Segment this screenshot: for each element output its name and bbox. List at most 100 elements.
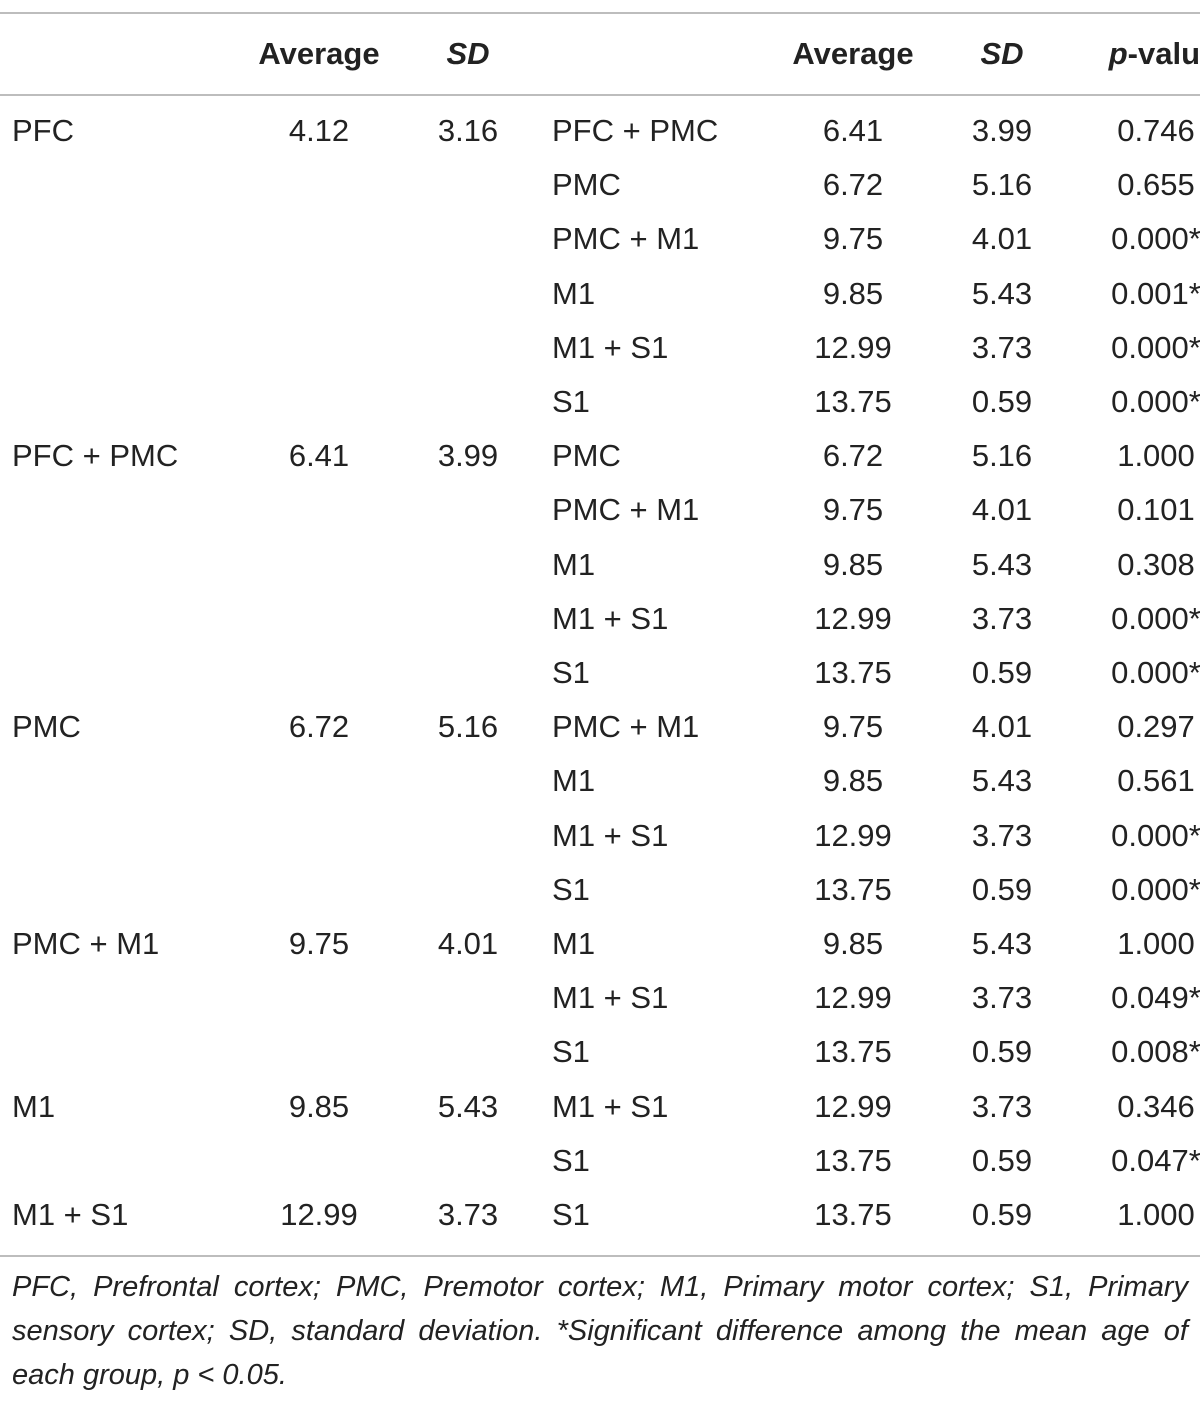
comparison-average-cell: 9.85: [822, 546, 884, 582]
p-value-cell: 0.047*: [1111, 1142, 1200, 1178]
p-value-cell: 0.000*: [1111, 655, 1200, 691]
comparison-region-cell: M1: [552, 763, 596, 799]
p-value-cell: 0.000*: [1111, 329, 1200, 365]
comparison-region-cell: M1: [552, 546, 596, 582]
comparison-sd-cell: 5.43: [971, 763, 1033, 799]
table-body: PFC 4.12 3.16 PFC + PMC 6.41 3.99 0.746 PMC 6.72…: [0, 104, 1200, 1242]
comparison-average-cell: 6.72: [822, 438, 884, 474]
average-cell: 9.75: [288, 926, 350, 962]
header-p-italic: p: [1108, 36, 1128, 71]
header-comparison-average: Average: [792, 36, 914, 71]
comparison-sd-cell: 5.16: [971, 167, 1033, 203]
p-value-cell: 1.000: [1117, 438, 1195, 474]
header-row: Average SD Average SD p-value: [0, 0, 1200, 94]
table-row: M1 9.85 5.43 0.561: [0, 754, 1200, 808]
comparison-region-cell: M1: [552, 926, 596, 962]
table-row: PFC + PMC 6.41 3.99 PMC 6.72 5.16 1.000: [0, 429, 1200, 483]
sd-cell: 3.73: [437, 1197, 499, 1233]
comparison-average-cell: 12.99: [814, 980, 892, 1016]
comparison-sd-cell: 4.01: [971, 492, 1033, 528]
header-comparison: [542, 0, 778, 94]
table-row: PMC 6.72 5.16 0.655: [0, 158, 1200, 212]
sd-cell: [394, 1025, 542, 1079]
p-value-cell: 0.000*: [1111, 817, 1200, 853]
table-row: M1 + S1 12.99 3.73 0.049*: [0, 971, 1200, 1025]
comparison-average-cell: 9.75: [822, 709, 884, 745]
p-value-cell: 0.308: [1117, 546, 1195, 582]
table-footnote: PFC, Prefrontal cortex; PMC, Premotor co…: [12, 1271, 1188, 1391]
comparison-sd-cell: 0.59: [971, 1142, 1033, 1178]
comparison-sd-cell: 3.73: [971, 980, 1033, 1016]
comparison-region-cell: M1: [552, 275, 596, 311]
sd-cell: 3.99: [437, 438, 499, 474]
comparison-average-cell: 12.99: [814, 329, 892, 365]
comparison-sd-cell: 4.01: [971, 709, 1033, 745]
header-spacer-cell: [0, 94, 1200, 104]
average-cell: [244, 754, 394, 808]
sd-cell: [394, 971, 542, 1025]
average-cell: [244, 809, 394, 863]
average-cell: [244, 158, 394, 212]
average-cell: [244, 646, 394, 700]
comparison-region-cell: S1: [552, 655, 590, 691]
region-cell: [0, 158, 244, 212]
average-cell: 4.12: [288, 113, 350, 148]
comparison-average-cell: 13.75: [814, 1034, 892, 1070]
sd-cell: [394, 267, 542, 321]
average-cell: [244, 375, 394, 429]
region-cell: [0, 1025, 244, 1079]
p-value-cell: 0.000*: [1111, 871, 1200, 907]
region-cell: [0, 863, 244, 917]
bottom-rule: [0, 1255, 1200, 1257]
average-cell: [244, 212, 394, 266]
comparison-region-cell: S1: [552, 1197, 590, 1233]
comparison-region-cell: PFC + PMC: [552, 113, 719, 148]
average-cell: [244, 1134, 394, 1188]
sd-cell: 5.43: [437, 1088, 499, 1124]
region-cell: [0, 971, 244, 1025]
header-sd: SD: [446, 36, 490, 71]
average-cell: [244, 592, 394, 646]
sd-cell: [394, 754, 542, 808]
table-header: Average SD Average SD p-value: [0, 0, 1200, 104]
sd-cell: [394, 212, 542, 266]
table-row: M1 + S1 12.99 3.73 S1 13.75 0.59 1.000: [0, 1188, 1200, 1242]
comparison-average-cell: 6.41: [822, 113, 884, 148]
comparison-sd-cell: 5.43: [971, 546, 1033, 582]
comparison-average-cell: 12.99: [814, 1088, 892, 1124]
comparison-sd-cell: 5.16: [971, 438, 1033, 474]
comparison-average-cell: 12.99: [814, 817, 892, 853]
region-cell: [0, 321, 244, 375]
p-value-cell: 0.655: [1117, 167, 1195, 203]
region-cell: [0, 375, 244, 429]
comparison-average-cell: 9.75: [822, 221, 884, 257]
comparison-region-cell: PMC + M1: [552, 221, 700, 257]
comparison-region-cell: M1 + S1: [552, 817, 669, 853]
comparison-sd-cell: 3.73: [971, 817, 1033, 853]
top-rule: [0, 12, 1200, 14]
comparison-average-cell: 9.85: [822, 763, 884, 799]
table-row: PMC + M1 9.75 4.01 M1 9.85 5.43 1.000: [0, 917, 1200, 971]
region-cell: [0, 592, 244, 646]
p-value-cell: 0.746: [1117, 113, 1195, 148]
comparison-average-cell: 13.75: [814, 1142, 892, 1178]
sd-cell: 4.01: [437, 926, 499, 962]
p-value-cell: 0.001*: [1111, 275, 1200, 311]
comparison-average-cell: 9.85: [822, 275, 884, 311]
comparison-region-cell: M1 + S1: [552, 980, 669, 1016]
region-cell: PFC + PMC: [12, 438, 179, 474]
header-comparison-sd: SD: [980, 36, 1024, 71]
comparison-region-cell: S1: [552, 1034, 590, 1070]
table-row: M1 + S1 12.99 3.73 0.000*: [0, 592, 1200, 646]
sd-cell: [394, 321, 542, 375]
comparison-region-cell: PMC + M1: [552, 492, 700, 528]
average-cell: [244, 321, 394, 375]
p-value-cell: 0.000*: [1111, 384, 1200, 420]
sd-cell: [394, 538, 542, 592]
region-cell: [0, 754, 244, 808]
comparison-region-cell: S1: [552, 1142, 590, 1178]
table-row: M1 9.85 5.43 0.001*: [0, 267, 1200, 321]
sd-cell: [394, 592, 542, 646]
comparison-region-cell: M1 + S1: [552, 600, 669, 636]
